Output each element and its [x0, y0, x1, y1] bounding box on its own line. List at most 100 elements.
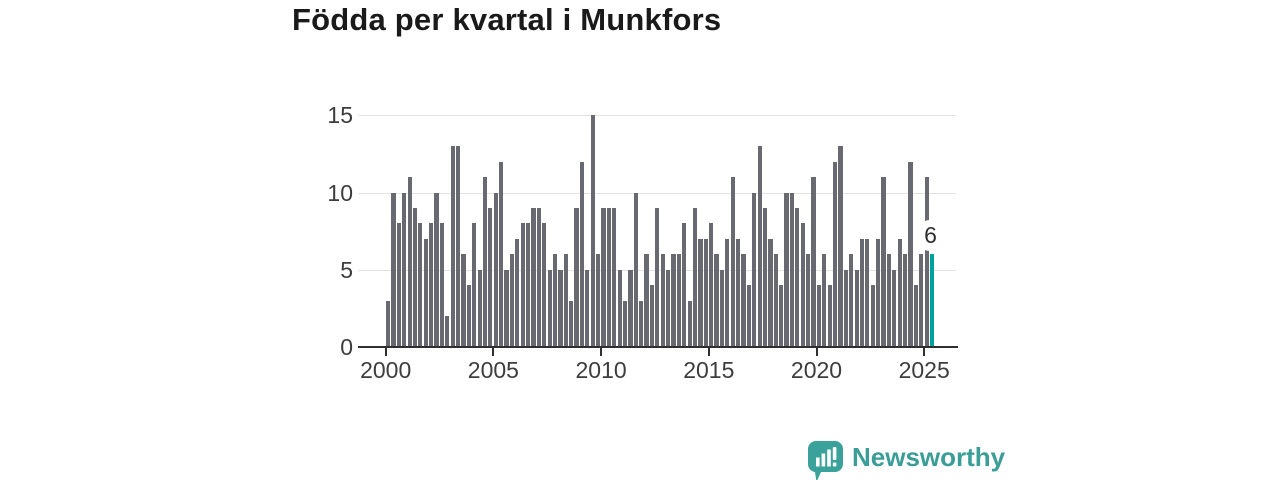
gridline-y10: [358, 192, 956, 194]
bar: [558, 269, 563, 348]
x-tick-2000: [384, 348, 387, 356]
bar: [924, 177, 929, 347]
bar: [768, 238, 773, 347]
bar: [418, 223, 423, 347]
bar: [402, 192, 407, 347]
newsworthy-logo: Newsworthy: [808, 440, 1028, 480]
x-tick-label-2010: 2010: [575, 357, 627, 383]
bar: [795, 208, 800, 347]
bar: [520, 223, 525, 347]
bar: [714, 254, 719, 347]
bar: [504, 269, 509, 348]
x-tick-label-2005: 2005: [467, 357, 519, 383]
bar: [736, 238, 741, 347]
bar: [617, 269, 622, 348]
bar: [730, 177, 735, 347]
bar: [579, 161, 585, 347]
last-value-annotation: 6: [915, 220, 946, 251]
bar: [590, 115, 595, 348]
bar: [784, 192, 789, 347]
last-value-label: 6: [924, 222, 937, 248]
bar: [746, 285, 751, 347]
x-tick-2005: [492, 348, 495, 356]
bar: [563, 254, 568, 347]
bar: [709, 223, 714, 347]
bar: [741, 254, 746, 347]
bar: [622, 300, 628, 347]
bar: [876, 238, 881, 347]
bar: [526, 223, 531, 347]
bar: [439, 223, 445, 347]
bar: [655, 208, 660, 347]
bar: [762, 208, 768, 347]
bar: [827, 285, 832, 347]
y-tick-label-0: 0: [340, 334, 353, 360]
bar: [698, 238, 703, 347]
bar: [552, 254, 558, 347]
bar: [838, 146, 843, 347]
bar: [466, 285, 471, 347]
bar: [461, 254, 466, 347]
bar: [569, 300, 574, 347]
y-tick-label-15: 15: [327, 102, 353, 129]
x-tick-2025: [923, 348, 926, 356]
bar: [752, 192, 757, 347]
x-tick-label-2020: 2020: [790, 357, 843, 383]
bar: [612, 208, 617, 347]
gridline-y15: [358, 115, 956, 117]
bar: [849, 254, 854, 347]
bar: [531, 208, 536, 347]
bar: [666, 269, 671, 348]
bar: [628, 269, 633, 348]
x-tick-label-2015: 2015: [683, 357, 735, 383]
y-tick-label-5: 5: [340, 256, 353, 283]
bar: [482, 177, 488, 347]
bar: [450, 146, 455, 347]
bar: [687, 300, 692, 347]
x-tick-label-2000: 2000: [360, 357, 412, 383]
bar: [870, 285, 875, 347]
bar: [456, 146, 461, 347]
bar: [386, 300, 391, 347]
bar: [477, 269, 482, 348]
bar: [757, 146, 762, 347]
bar: [676, 254, 681, 347]
bar: [601, 208, 606, 347]
bar: [671, 254, 676, 347]
bar: [412, 208, 418, 347]
bar: [493, 192, 498, 347]
bar: [574, 208, 579, 347]
bar: [488, 208, 493, 347]
bar: [407, 177, 412, 347]
bar: [606, 208, 611, 347]
bar: [682, 223, 687, 347]
bar: [703, 238, 708, 347]
bar: [499, 161, 504, 347]
bar: [585, 269, 590, 348]
bar: [536, 208, 541, 347]
bar: [429, 223, 434, 347]
bar: [881, 177, 886, 347]
bar: [542, 223, 547, 347]
bar: [913, 285, 918, 347]
bar: [800, 223, 805, 347]
bar: [649, 285, 655, 347]
y-tick-label-10: 10: [327, 179, 353, 206]
bar: [660, 254, 665, 347]
x-tick-label-2025: 2025: [898, 357, 950, 383]
bar: [919, 254, 924, 347]
x-tick-2020: [815, 348, 818, 356]
bar: [779, 285, 784, 347]
bar: [854, 269, 859, 348]
bar: [816, 285, 821, 347]
bar: [472, 223, 477, 347]
x-tick-2015: [707, 348, 710, 356]
bar: [719, 269, 725, 348]
bar-highlighted: [929, 254, 935, 347]
bar: [811, 177, 816, 347]
bar: [434, 192, 439, 347]
logo-text: Newsworthy: [852, 442, 1006, 472]
x-tick-2010: [600, 348, 603, 356]
bar: [515, 238, 520, 347]
